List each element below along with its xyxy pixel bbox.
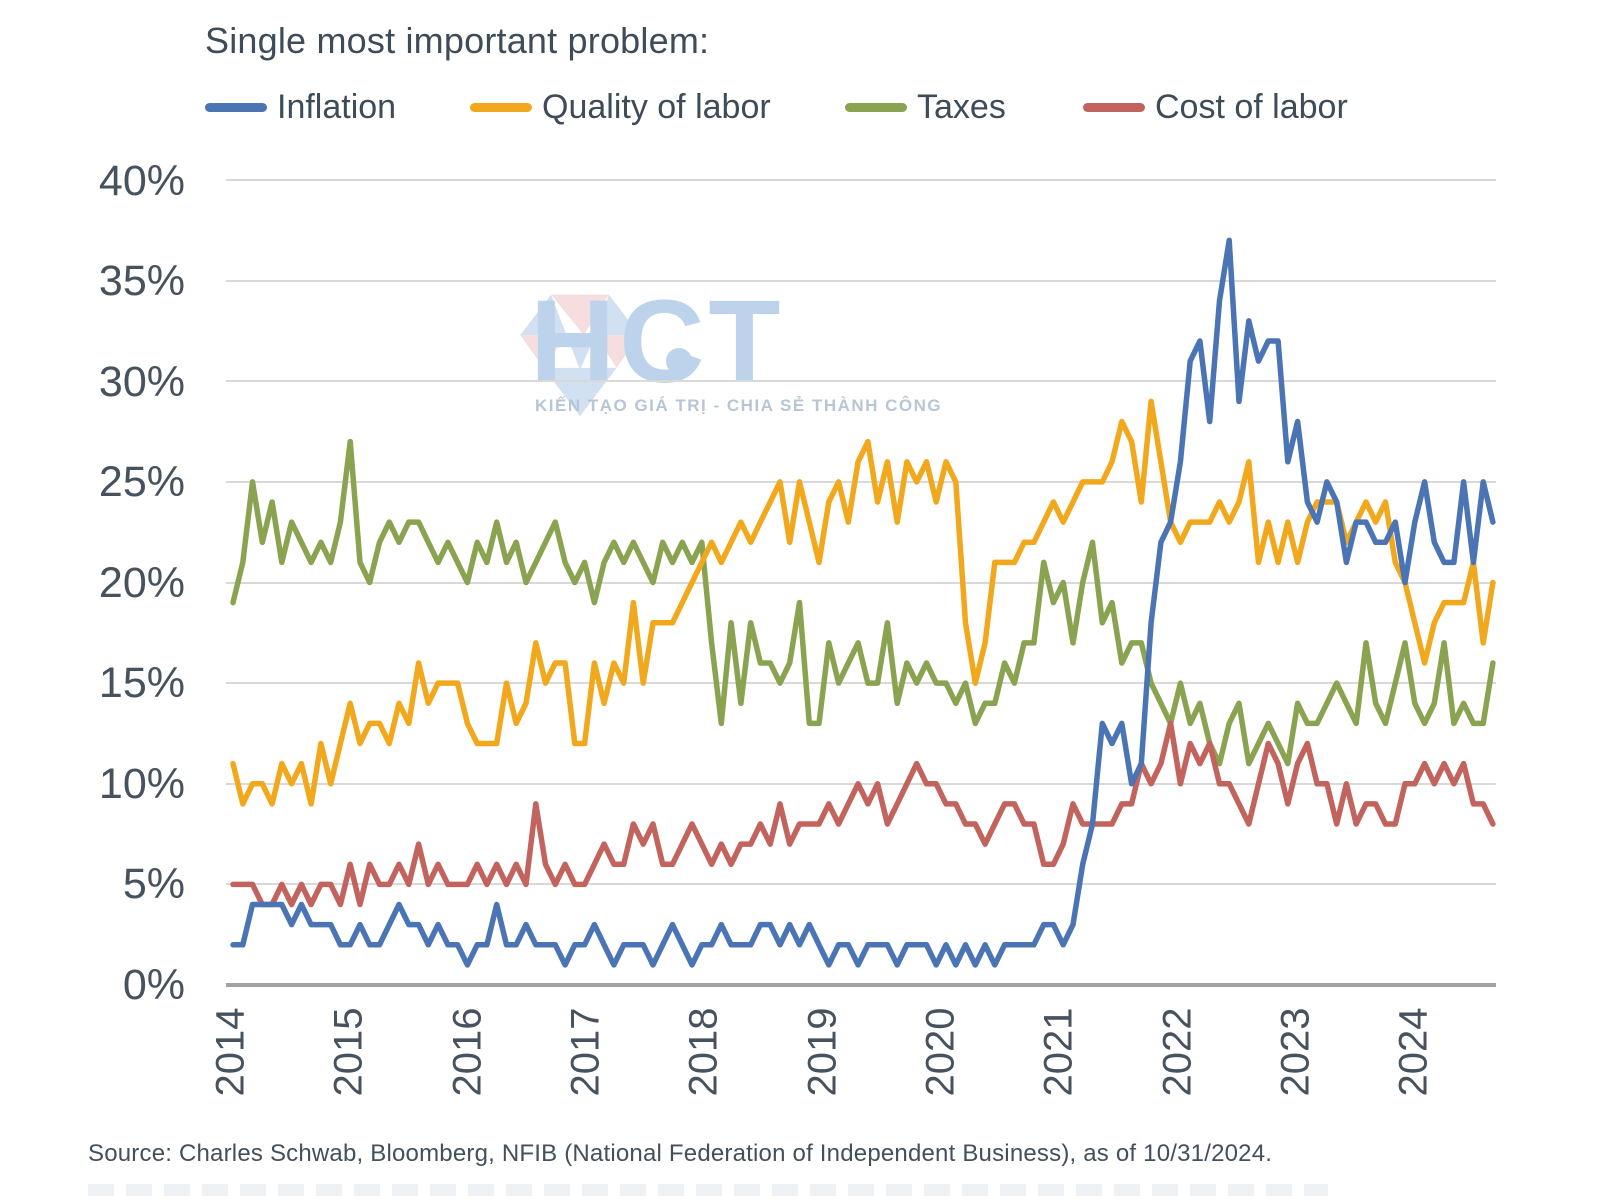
x-tick-label: 2021 (1036, 1007, 1081, 1097)
y-tick-label: 0% (122, 961, 185, 1009)
x-tick-label: 2019 (800, 1007, 845, 1097)
y-tick-label: 10% (98, 760, 185, 808)
x-axis-line (226, 983, 1496, 987)
gridline-20 (226, 581, 1496, 584)
watermark-c-dot-icon (666, 348, 692, 374)
y-tick-label: 30% (98, 358, 185, 406)
hct-logo-watermark-icon (520, 294, 640, 417)
plot-area (230, 237, 1496, 968)
legend-item-cost-of-labor: Cost of labor (1083, 88, 1348, 127)
gridline-35 (226, 279, 1496, 282)
x-tick-label: 2020 (918, 1007, 963, 1097)
x-tick-label: 2015 (326, 1007, 371, 1097)
legend-label-taxes: Taxes (917, 88, 1006, 126)
legend-swatch-taxes (845, 103, 907, 112)
line-quality-of-labor (230, 398, 1496, 807)
y-tick-label: 25% (98, 458, 185, 506)
y-tick-label: 15% (98, 659, 185, 707)
legend-swatch-cost-of-labor (1083, 103, 1145, 112)
legend-swatch-quality-of-labor (470, 103, 532, 112)
gridline-15 (226, 682, 1496, 685)
x-tick-label: 2022 (1155, 1007, 1200, 1097)
x-tick-label: 2018 (681, 1007, 726, 1097)
x-tick-label: 2014 (208, 1007, 253, 1097)
x-tick-label: 2023 (1273, 1007, 1318, 1097)
gridline-25 (226, 480, 1496, 483)
x-tick-label: 2016 (445, 1007, 490, 1097)
x-tick-label: 2017 (563, 1007, 608, 1097)
legend-swatch-inflation (205, 103, 267, 112)
y-tick-label: 5% (122, 860, 185, 908)
y-tick-label: 20% (98, 559, 185, 607)
clipped-text-sliver (88, 1184, 1328, 1196)
line-cost-of-labor (230, 720, 1496, 908)
legend-label-cost-of-labor: Cost of labor (1155, 88, 1348, 126)
legend-label-inflation: Inflation (277, 88, 397, 126)
legend-item-inflation: Inflation (205, 88, 396, 127)
gridline-40 (226, 179, 1496, 181)
watermark-tagline: KIẾN TẠO GIÁ TRỊ - CHIA SẺ THÀNH CÔNG (535, 396, 943, 415)
legend-item-quality-of-labor: Quality of labor (470, 88, 771, 127)
source-attribution: Source: Charles Schwab, Bloomberg, NFIB … (88, 1140, 1273, 1167)
line-inflation (230, 237, 1496, 968)
gridline-5 (226, 883, 1496, 886)
legend-item-taxes: Taxes (845, 88, 1006, 127)
gridline-30 (226, 380, 1496, 383)
line-taxes (230, 438, 1496, 767)
chart-title: Single most important problem: (205, 20, 710, 61)
y-tick-label: 35% (98, 257, 185, 305)
x-tick-label: 2024 (1391, 1007, 1436, 1097)
y-tick-label: 40% (98, 157, 185, 205)
legend-label-quality-of-labor: Quality of labor (542, 88, 771, 126)
